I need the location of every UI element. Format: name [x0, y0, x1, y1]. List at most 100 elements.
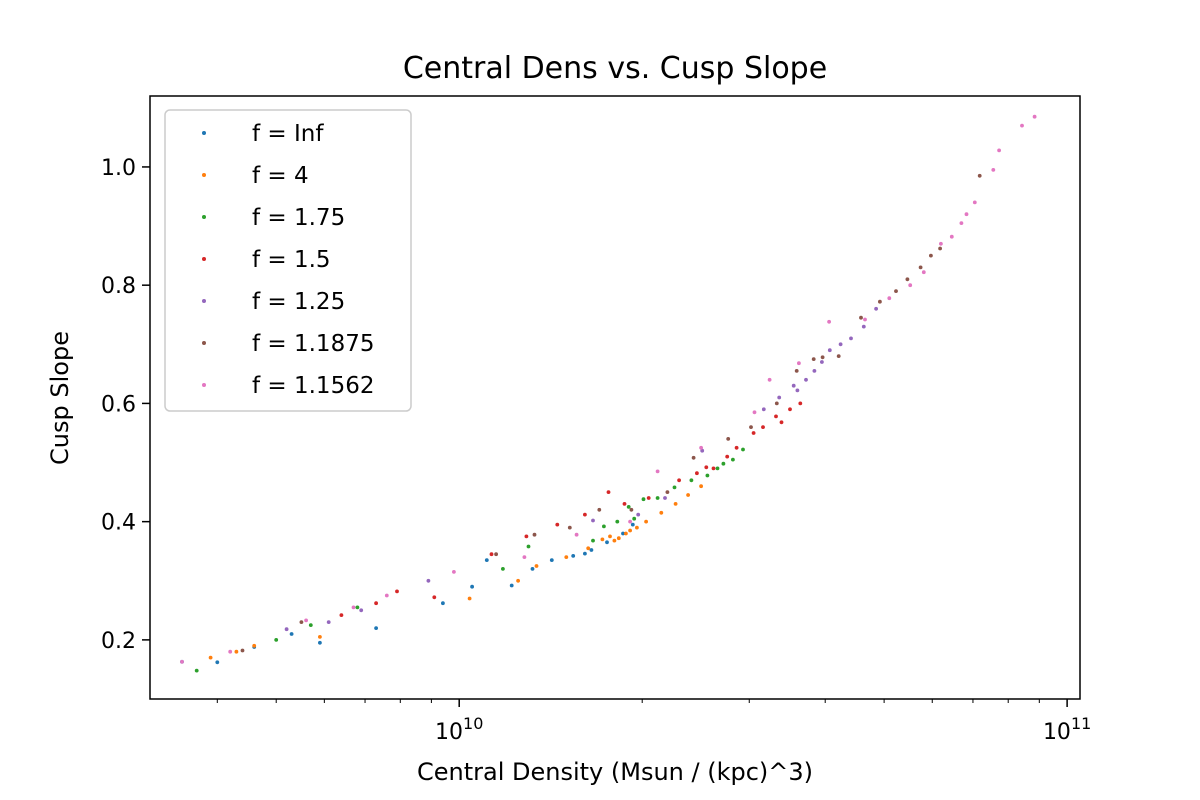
- data-point: [574, 532, 579, 537]
- data-point: [972, 200, 977, 205]
- legend-label: f = Inf: [252, 121, 324, 147]
- data-point: [636, 512, 641, 517]
- data-point: [374, 626, 378, 630]
- data-point: [749, 425, 753, 429]
- data-point: [767, 377, 772, 382]
- plot-frame: [149, 95, 1081, 700]
- data-point: [274, 638, 279, 642]
- y-tick-label: 0.8: [101, 274, 136, 299]
- data-point: [644, 519, 648, 524]
- data-point: [526, 544, 531, 549]
- data-point: [715, 466, 720, 471]
- data-point: [432, 595, 437, 600]
- data-point: [691, 455, 696, 460]
- data-point: [555, 522, 560, 527]
- series-5: [240, 173, 982, 653]
- data-point: [779, 420, 784, 425]
- data-point: [711, 466, 716, 471]
- data-point: [628, 519, 632, 524]
- series-0: [180, 522, 635, 665]
- data-point: [725, 454, 730, 459]
- data-point: [583, 551, 587, 556]
- data-point: [700, 448, 705, 453]
- data-point: [351, 605, 356, 610]
- data-point: [734, 445, 739, 450]
- legend: f = Inf f = 4 f = 1.75 f = 1.5 f = 1.25 f = 1…: [164, 109, 412, 412]
- data-point: [646, 496, 651, 500]
- data-point: [564, 555, 569, 559]
- data-point: [299, 620, 304, 624]
- data-point: [827, 319, 831, 324]
- data-point: [591, 538, 595, 543]
- plot-area: [180, 114, 1037, 673]
- data-point: [704, 465, 709, 470]
- data-point: [612, 538, 617, 543]
- data-point: [600, 537, 605, 542]
- data-point: [494, 552, 498, 557]
- data-point: [699, 445, 703, 450]
- data-point: [761, 425, 765, 429]
- data-point: [621, 531, 625, 536]
- legend-label: f = 4: [252, 163, 309, 189]
- series-3: [339, 401, 803, 617]
- data-point: [798, 401, 803, 406]
- data-point: [284, 627, 289, 632]
- data-point: [663, 496, 667, 500]
- data-point: [673, 502, 678, 506]
- data-point: [616, 536, 621, 541]
- data-point: [522, 555, 527, 559]
- data-point: [624, 531, 628, 536]
- data-point: [836, 354, 841, 358]
- legend-box: [164, 109, 412, 412]
- data-point: [629, 507, 634, 512]
- data-point: [252, 643, 257, 648]
- legend-marker: [202, 383, 206, 387]
- data-point: [628, 528, 632, 533]
- data-point: [615, 519, 620, 524]
- data-point: [630, 522, 635, 527]
- data-point: [859, 315, 863, 320]
- data-point: [589, 548, 594, 552]
- legend-marker: [202, 299, 206, 303]
- data-point: [812, 369, 817, 373]
- data-point: [804, 377, 808, 382]
- data-point: [1032, 114, 1037, 119]
- legend-marker: [202, 257, 206, 261]
- chart-title: Central Dens vs. Cusp Slope: [403, 51, 827, 86]
- data-point: [467, 596, 472, 601]
- data-point: [794, 369, 799, 373]
- data-point: [752, 410, 757, 415]
- data-point: [489, 552, 494, 557]
- y-tick-label: 1.0: [101, 156, 136, 181]
- data-point: [874, 306, 878, 311]
- data-point: [949, 234, 954, 239]
- data-point: [788, 407, 792, 412]
- legend-marker: [202, 215, 206, 219]
- data-point: [549, 558, 554, 562]
- data-point: [384, 593, 389, 598]
- legend-label: f = 1.1875: [252, 331, 374, 357]
- data-point: [641, 497, 646, 502]
- series-1: [208, 484, 703, 660]
- data-point: [655, 496, 660, 500]
- data-point: [426, 578, 431, 583]
- data-point: [774, 401, 779, 406]
- data-point: [180, 659, 184, 664]
- data-point: [571, 554, 576, 558]
- legend-marker: [202, 131, 206, 135]
- data-point: [234, 649, 239, 654]
- y-tick-label: 0.4: [101, 511, 136, 536]
- x-axis-label: Central Density (Msun / (kpc)^3): [417, 758, 813, 786]
- data-point: [774, 414, 778, 419]
- data-point: [484, 558, 489, 562]
- data-point: [622, 502, 627, 506]
- data-point: [605, 540, 609, 545]
- data-point: [820, 360, 824, 364]
- data-point: [741, 447, 745, 452]
- data-point: [318, 635, 322, 639]
- y-axis-ticks: 0.2 0.4 0.6 0.8 1.0: [101, 156, 150, 654]
- data-point: [665, 490, 670, 494]
- data-point: [791, 383, 796, 388]
- data-point: [939, 241, 943, 246]
- data-point: [795, 388, 800, 393]
